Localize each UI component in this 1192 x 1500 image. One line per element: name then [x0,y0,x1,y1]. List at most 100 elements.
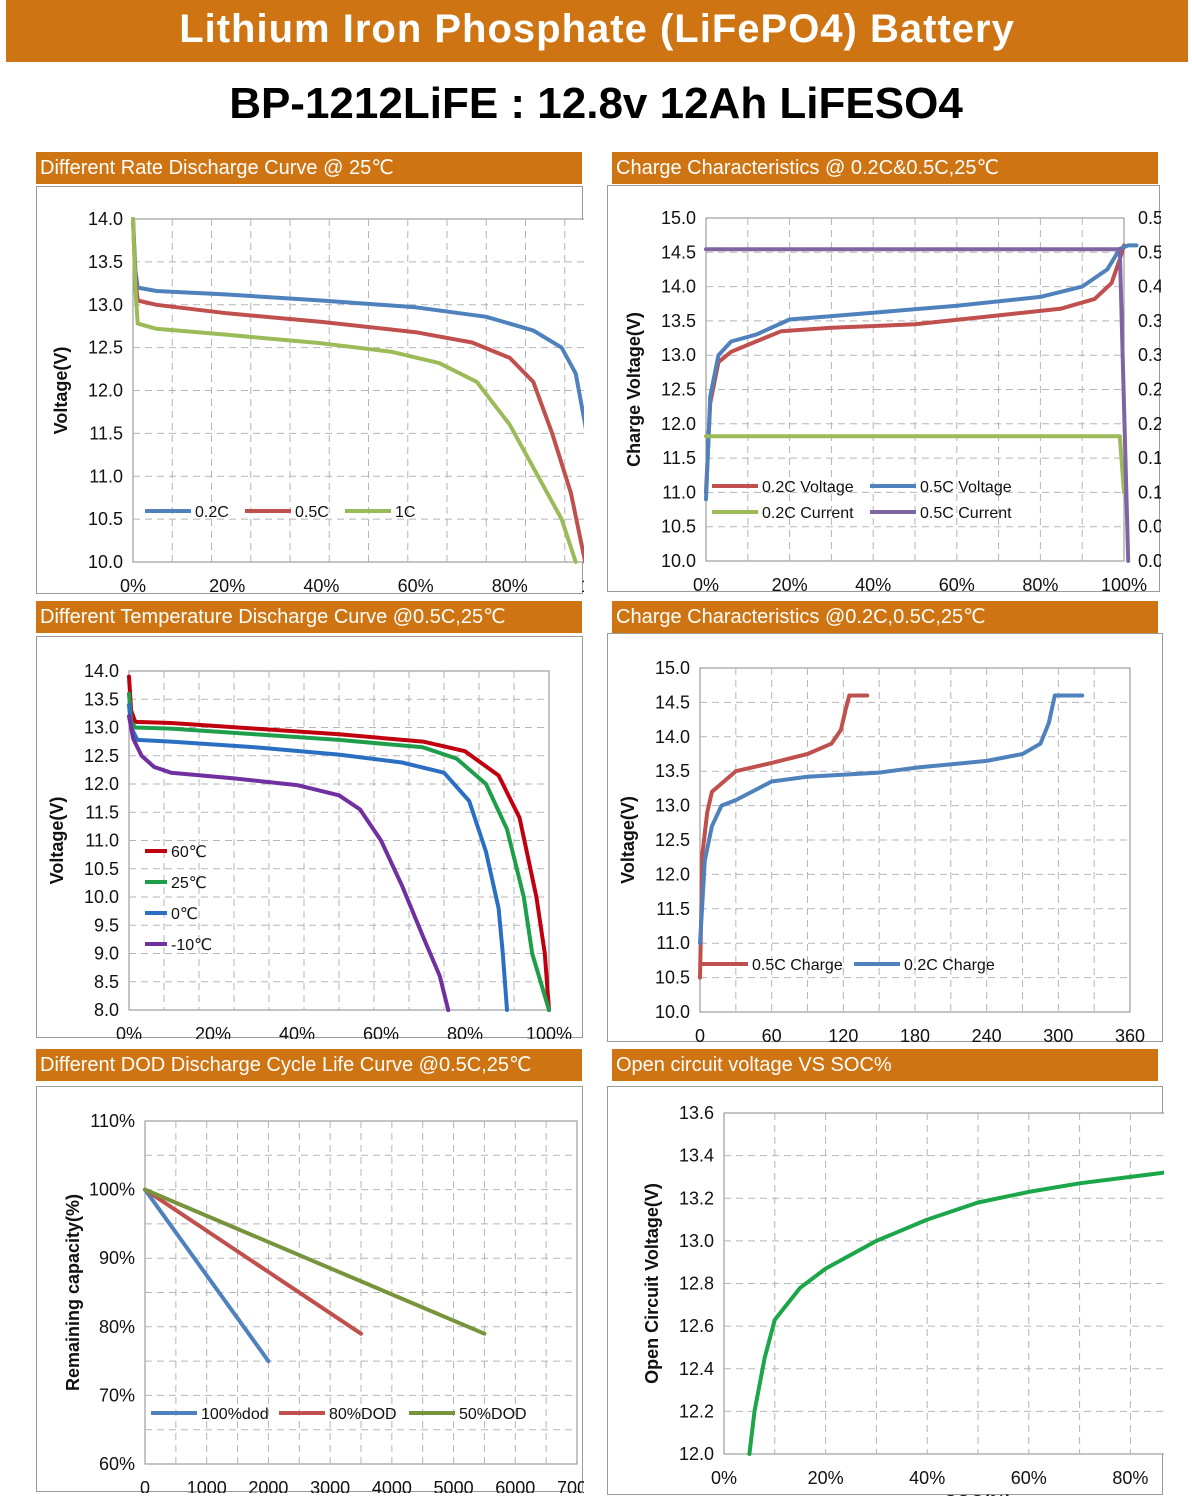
y-tick-label: 8.0 [94,1000,119,1020]
y-tick-label: 80% [99,1317,135,1337]
y-tick-label: 9.5 [94,915,119,935]
y-tick-label: 13.0 [661,345,696,365]
y-tick-label: 10.0 [84,887,119,907]
legend-label: 80%DOD [329,1406,397,1423]
y-tick-label: 15.0 [655,658,690,678]
y2-tick-label: 0.22 [1138,414,1161,434]
x-tick-label: 100% [1101,575,1147,593]
y2-tick-label: 0.00 [1138,551,1161,571]
x-tick-label: 5000 [434,1478,474,1493]
x-tick-label: 80% [492,576,528,595]
legend-label: 0.2C Charge [904,957,995,974]
x-tick-label: 180 [900,1026,930,1043]
y-tick-label: 8.5 [94,972,119,992]
x-tick-label: 0% [711,1468,737,1488]
x-tick-label: 0 [140,1478,150,1493]
y-tick-label: 13.5 [655,761,690,781]
y-tick-label: 60% [99,1454,135,1474]
panel-title-charge1: Charge Characteristics @ 0.2C&0.5C,25℃ [612,152,1158,184]
x-tick-label: 7000 [557,1478,584,1493]
y-tick-label: 110% [90,1111,135,1131]
legend-label: 50%DOD [459,1406,527,1423]
y-tick-label: 11.5 [85,802,119,822]
y-tick-label: 12.2 [679,1401,714,1421]
x-tick-label: 40% [909,1468,945,1488]
y-tick-label: 12.5 [88,338,123,358]
chart-dod: 60% 70% 80% 90% 100% 110% 0 1000 2000 3000 4000 500… [63,1111,584,1493]
x-tick-label: 0% [116,1024,142,1039]
legend-label: 0.2C Current [762,505,854,522]
series-line [704,243,1139,502]
chart-panel-ocv: 12.0 12.2 12.4 12.6 12.8 13.0 13.2 13.4 13.6 0% 20… [607,1086,1164,1496]
y2-tick-label: 0.55 [1138,208,1161,228]
y-tick-label: 9.0 [94,944,119,964]
y-tick-label: 12.8 [679,1274,714,1294]
series-line [127,714,451,1012]
y-tick-label: 13.5 [88,252,123,272]
y-tick-label: 11.0 [89,466,123,486]
x-tick-label: 100% [581,576,584,595]
series-line [143,1187,363,1336]
y-tick-label: 10.0 [661,551,696,571]
x-tick-label: 240 [972,1026,1002,1043]
chart-panel-temp: 8.0 8.5 9.0 9.5 10.0 10.5 11.0 11.5 12.0 12.5 13.0… [36,636,583,1039]
x-tick-label: 60% [939,575,975,593]
y-tick-label: 11.5 [662,448,696,468]
y-tick-label: 11.5 [656,899,690,919]
x-tick-label: 3000 [310,1478,350,1493]
y-tick-label: 14.0 [88,209,123,229]
x-tick-label: 80% [1022,575,1058,593]
series-line [127,674,551,1012]
x-tick-label: 0 [695,1026,705,1043]
x-tick-label: 80% [447,1024,483,1039]
x-tick-label: 60% [363,1024,399,1039]
legend-label: 60℃ [171,844,207,861]
series-line [143,1187,487,1336]
chart-rate: 10.0 10.5 11.0 11.5 12.0 12.5 13.0 13.5 14.0 0% 20… [51,209,584,595]
y-tick-label: 10.0 [655,1002,690,1022]
legend-label: 0℃ [171,906,198,923]
y-tick-label: 12.0 [88,381,123,401]
x-tick-label: 120 [828,1026,858,1043]
y2-tick-label: 0.11 [1138,482,1161,502]
y-tick-label: 14.0 [661,277,696,297]
x-tick-label: 0% [120,576,146,595]
chart-ocv: 12.0 12.2 12.4 12.6 12.8 13.0 13.2 13.4 13.6 0% 20… [642,1103,1164,1496]
y2-tick-label: 0.17 [1138,448,1161,468]
x-tick-label: 40% [303,576,339,595]
legend-label: 0.5C Current [920,505,1012,522]
y-tick-label: 12.0 [84,774,119,794]
y-tick-label: 10.5 [661,517,696,537]
y-tick-label: 10.5 [88,509,123,529]
y-tick-label: 13.6 [679,1103,714,1123]
x-tick-label: 20% [209,576,245,595]
legend-label: 0.5C Charge [752,957,843,974]
series-line [131,217,578,564]
y-tick-label: 100% [89,1180,135,1200]
legend-label: -10℃ [171,937,212,954]
y-tick-label: 13.5 [661,311,696,331]
x-tick-label: 60% [398,576,434,595]
panel-title-charge2: Charge Characteristics @0.2C,0.5C,25℃ [612,601,1158,633]
y-tick-label: 90% [99,1248,135,1268]
y-tick-label: 14.0 [655,727,690,747]
x-tick-label: 20% [195,1024,231,1039]
x-tick-label: 20% [808,1468,844,1488]
x-tick-label: 6000 [495,1478,535,1493]
legend-label: 100%dod [201,1406,269,1423]
y2-tick-label: 0.44 [1138,277,1161,297]
y-axis-label: Open Circuit Voltage(V) [642,1183,662,1384]
y-tick-label: 12.0 [655,864,690,884]
page-subtitle: BP-1212LiFE : 12.8v 12Ah LiFESO4 [229,79,963,128]
legend-label: 0.5C [295,504,329,521]
y-tick-label: 12.0 [679,1444,714,1464]
x-tick-label: 2000 [248,1478,288,1493]
x-tick-label: 300 [1043,1026,1073,1043]
legend-label: 0.5C Voltage [920,479,1012,496]
y-tick-label: 14.5 [661,242,696,262]
legend-label: 0.2C [195,504,229,521]
y2-tick-label: 0.06 [1138,517,1161,537]
y-tick-label: 13.0 [84,718,119,738]
y-tick-label: 70% [99,1385,135,1405]
series-line [127,691,551,1012]
